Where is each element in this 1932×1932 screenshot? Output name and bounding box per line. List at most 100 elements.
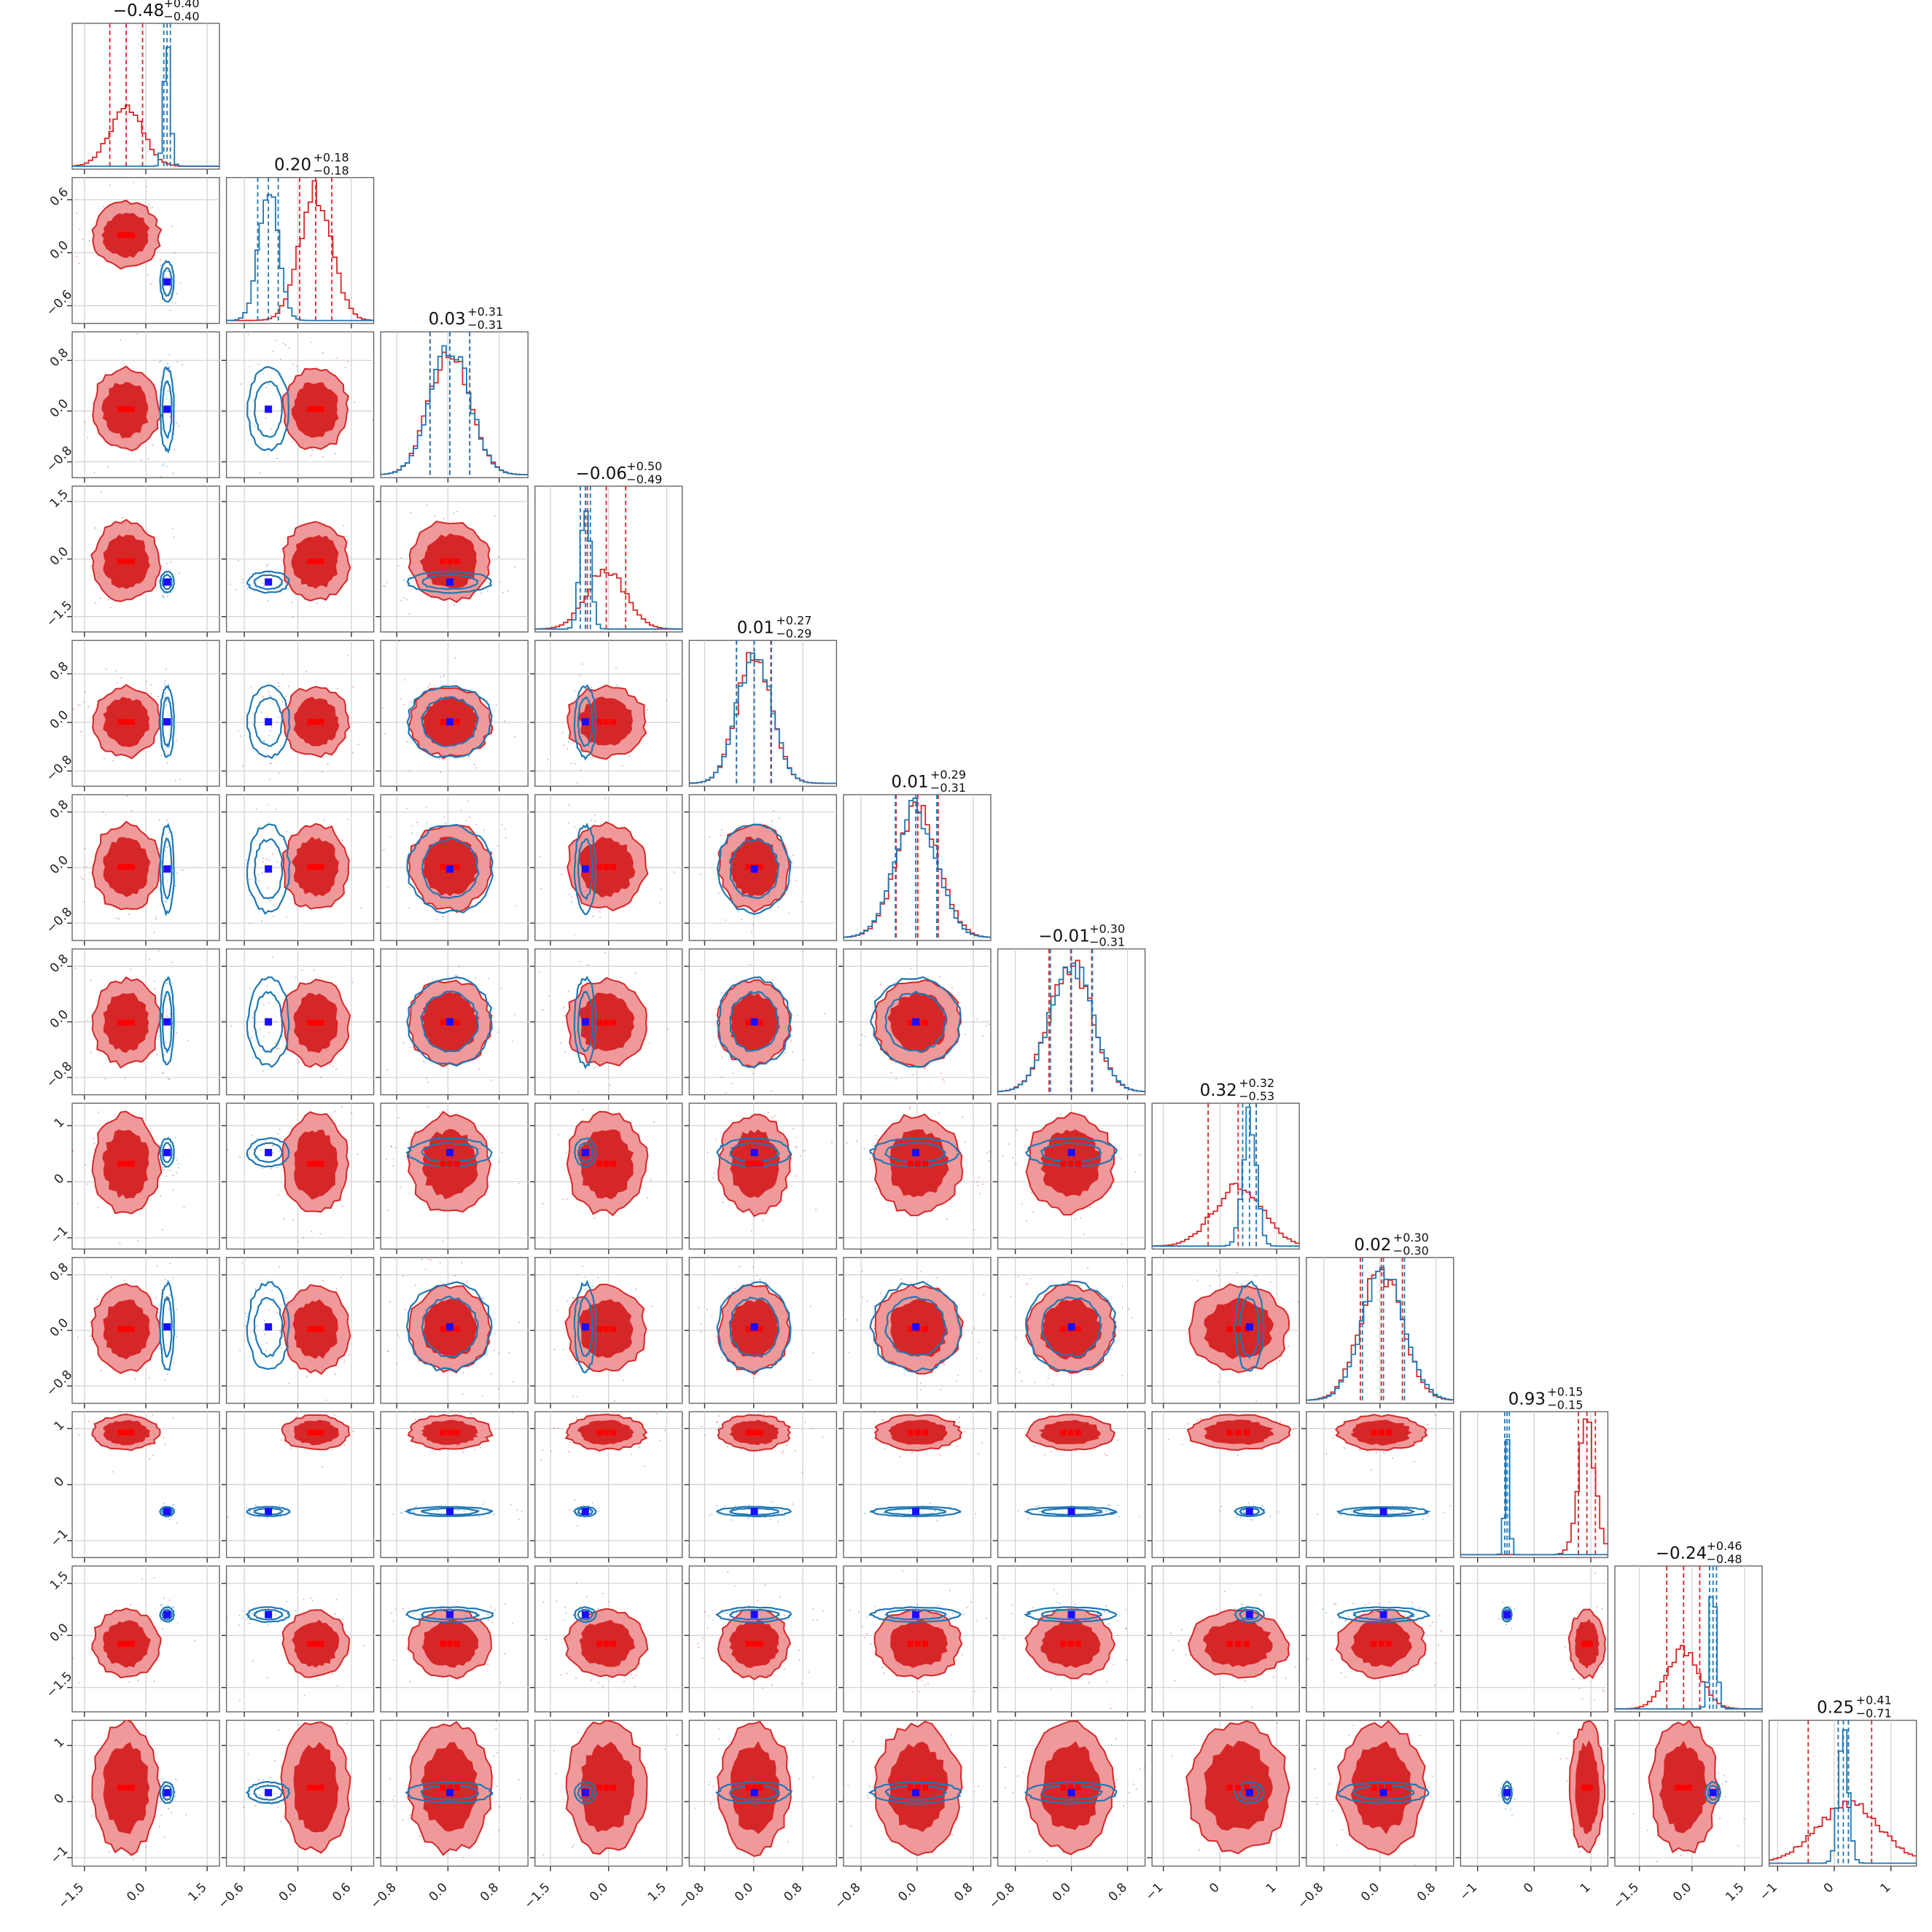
red-sample <box>1325 1453 1328 1454</box>
red-sample <box>1126 1659 1127 1662</box>
red-sample <box>280 591 282 593</box>
blue-sample <box>167 1605 169 1607</box>
red-marker <box>603 1429 609 1436</box>
red-sample <box>504 1653 506 1655</box>
y-tick-label: 0.0 <box>47 1621 71 1645</box>
red-sample <box>1117 1635 1119 1637</box>
red-marker <box>453 1429 460 1436</box>
red-sample <box>973 1691 975 1693</box>
blue-contour-inner <box>421 1142 479 1163</box>
blue-sample <box>273 904 275 906</box>
red-sample <box>1034 1257 1036 1258</box>
blue-sample <box>277 585 279 587</box>
red-sample <box>96 1298 98 1301</box>
blue-sample <box>384 585 386 588</box>
blue-sample <box>165 901 168 903</box>
red-sample <box>497 1031 499 1033</box>
blue-sample <box>270 428 272 430</box>
red-sample <box>150 283 152 285</box>
blue-sample <box>249 1622 251 1624</box>
blue-sample <box>1117 1505 1119 1507</box>
blue-sample <box>437 1510 439 1512</box>
red-sample <box>334 1613 336 1616</box>
blue-sample <box>518 1518 520 1520</box>
red-sample <box>273 916 275 918</box>
blue-sample <box>584 1288 586 1290</box>
red-sample <box>959 1417 961 1419</box>
red-sample <box>179 282 182 284</box>
red-sample <box>130 1604 132 1606</box>
blue-sample <box>908 1511 911 1512</box>
blue-sample <box>490 1605 492 1608</box>
blue-sample <box>178 1166 179 1169</box>
red-sample <box>1601 1667 1603 1669</box>
blue-sample <box>921 1511 923 1514</box>
red-sample <box>911 1372 913 1374</box>
blue-sample <box>288 346 290 348</box>
param-title-plus: +0.30 <box>1089 922 1125 936</box>
blue-sample <box>168 1078 171 1080</box>
red-sample <box>791 861 793 863</box>
red-sample <box>474 1449 475 1451</box>
blue-sample <box>262 1035 265 1037</box>
blue-contour-inner <box>253 574 284 591</box>
blue-sample <box>1443 1511 1445 1514</box>
red-marker <box>128 1640 135 1647</box>
blue-sample <box>1029 1277 1032 1279</box>
red-marker <box>1371 1640 1377 1647</box>
red-sample <box>335 1599 338 1601</box>
red-sample <box>720 1357 722 1359</box>
blue-sample <box>159 1801 161 1802</box>
red-sample <box>518 1322 521 1323</box>
blue-marker <box>1067 1323 1075 1331</box>
panel-11-1: −0.6 0.0 0.6 <box>215 1719 375 1912</box>
blue-contour-outer <box>1025 1137 1118 1168</box>
blue-sample <box>1339 1618 1341 1620</box>
red-sample <box>1196 1279 1199 1281</box>
red-marker <box>123 1019 130 1026</box>
blue-sample <box>165 398 168 400</box>
blue-sample <box>423 1061 425 1062</box>
red-sample <box>659 902 661 903</box>
red-sample <box>1003 1637 1005 1640</box>
red-sample <box>1279 1360 1280 1362</box>
blue-sample <box>508 1352 510 1354</box>
red-marker <box>117 1161 124 1167</box>
red-marker <box>307 406 313 413</box>
red-sample <box>518 1183 520 1185</box>
blue-sample <box>167 362 168 365</box>
blue-sample <box>518 1778 520 1780</box>
red-sample <box>978 1453 980 1455</box>
red-sample <box>346 1873 347 1874</box>
blue-sample <box>166 593 168 595</box>
blue-sample <box>310 341 311 343</box>
blue-sample <box>939 1510 941 1512</box>
blue-sample <box>502 592 504 594</box>
blue-contour-inner <box>884 1142 947 1164</box>
red-marker <box>757 864 763 870</box>
red-marker <box>307 1161 313 1167</box>
blue-sample <box>275 340 276 341</box>
red-sample <box>1185 1654 1187 1656</box>
red-sample <box>138 1877 139 1879</box>
blue-sample <box>171 302 174 304</box>
red-sample <box>715 1335 717 1337</box>
x-tick-label: 0.0 <box>426 1880 451 1904</box>
red-sample <box>347 540 348 542</box>
blue-sample <box>598 1507 600 1509</box>
red-sample <box>84 421 86 423</box>
red-marker <box>757 1640 763 1647</box>
red-sample <box>962 1116 963 1118</box>
red-sample <box>881 1667 884 1668</box>
blue-sample <box>1011 1613 1013 1615</box>
blue-sample <box>277 1132 279 1134</box>
blue-sample <box>1243 1511 1245 1513</box>
blue-contour-outer <box>159 570 176 593</box>
blue-contour-outer <box>1025 1280 1117 1373</box>
red-sample <box>74 967 77 970</box>
blue-sample <box>577 1524 579 1527</box>
blue-sample <box>751 930 752 932</box>
blue-sample <box>275 1021 277 1022</box>
blue-sample <box>572 1395 574 1398</box>
red-sample <box>78 1434 80 1436</box>
